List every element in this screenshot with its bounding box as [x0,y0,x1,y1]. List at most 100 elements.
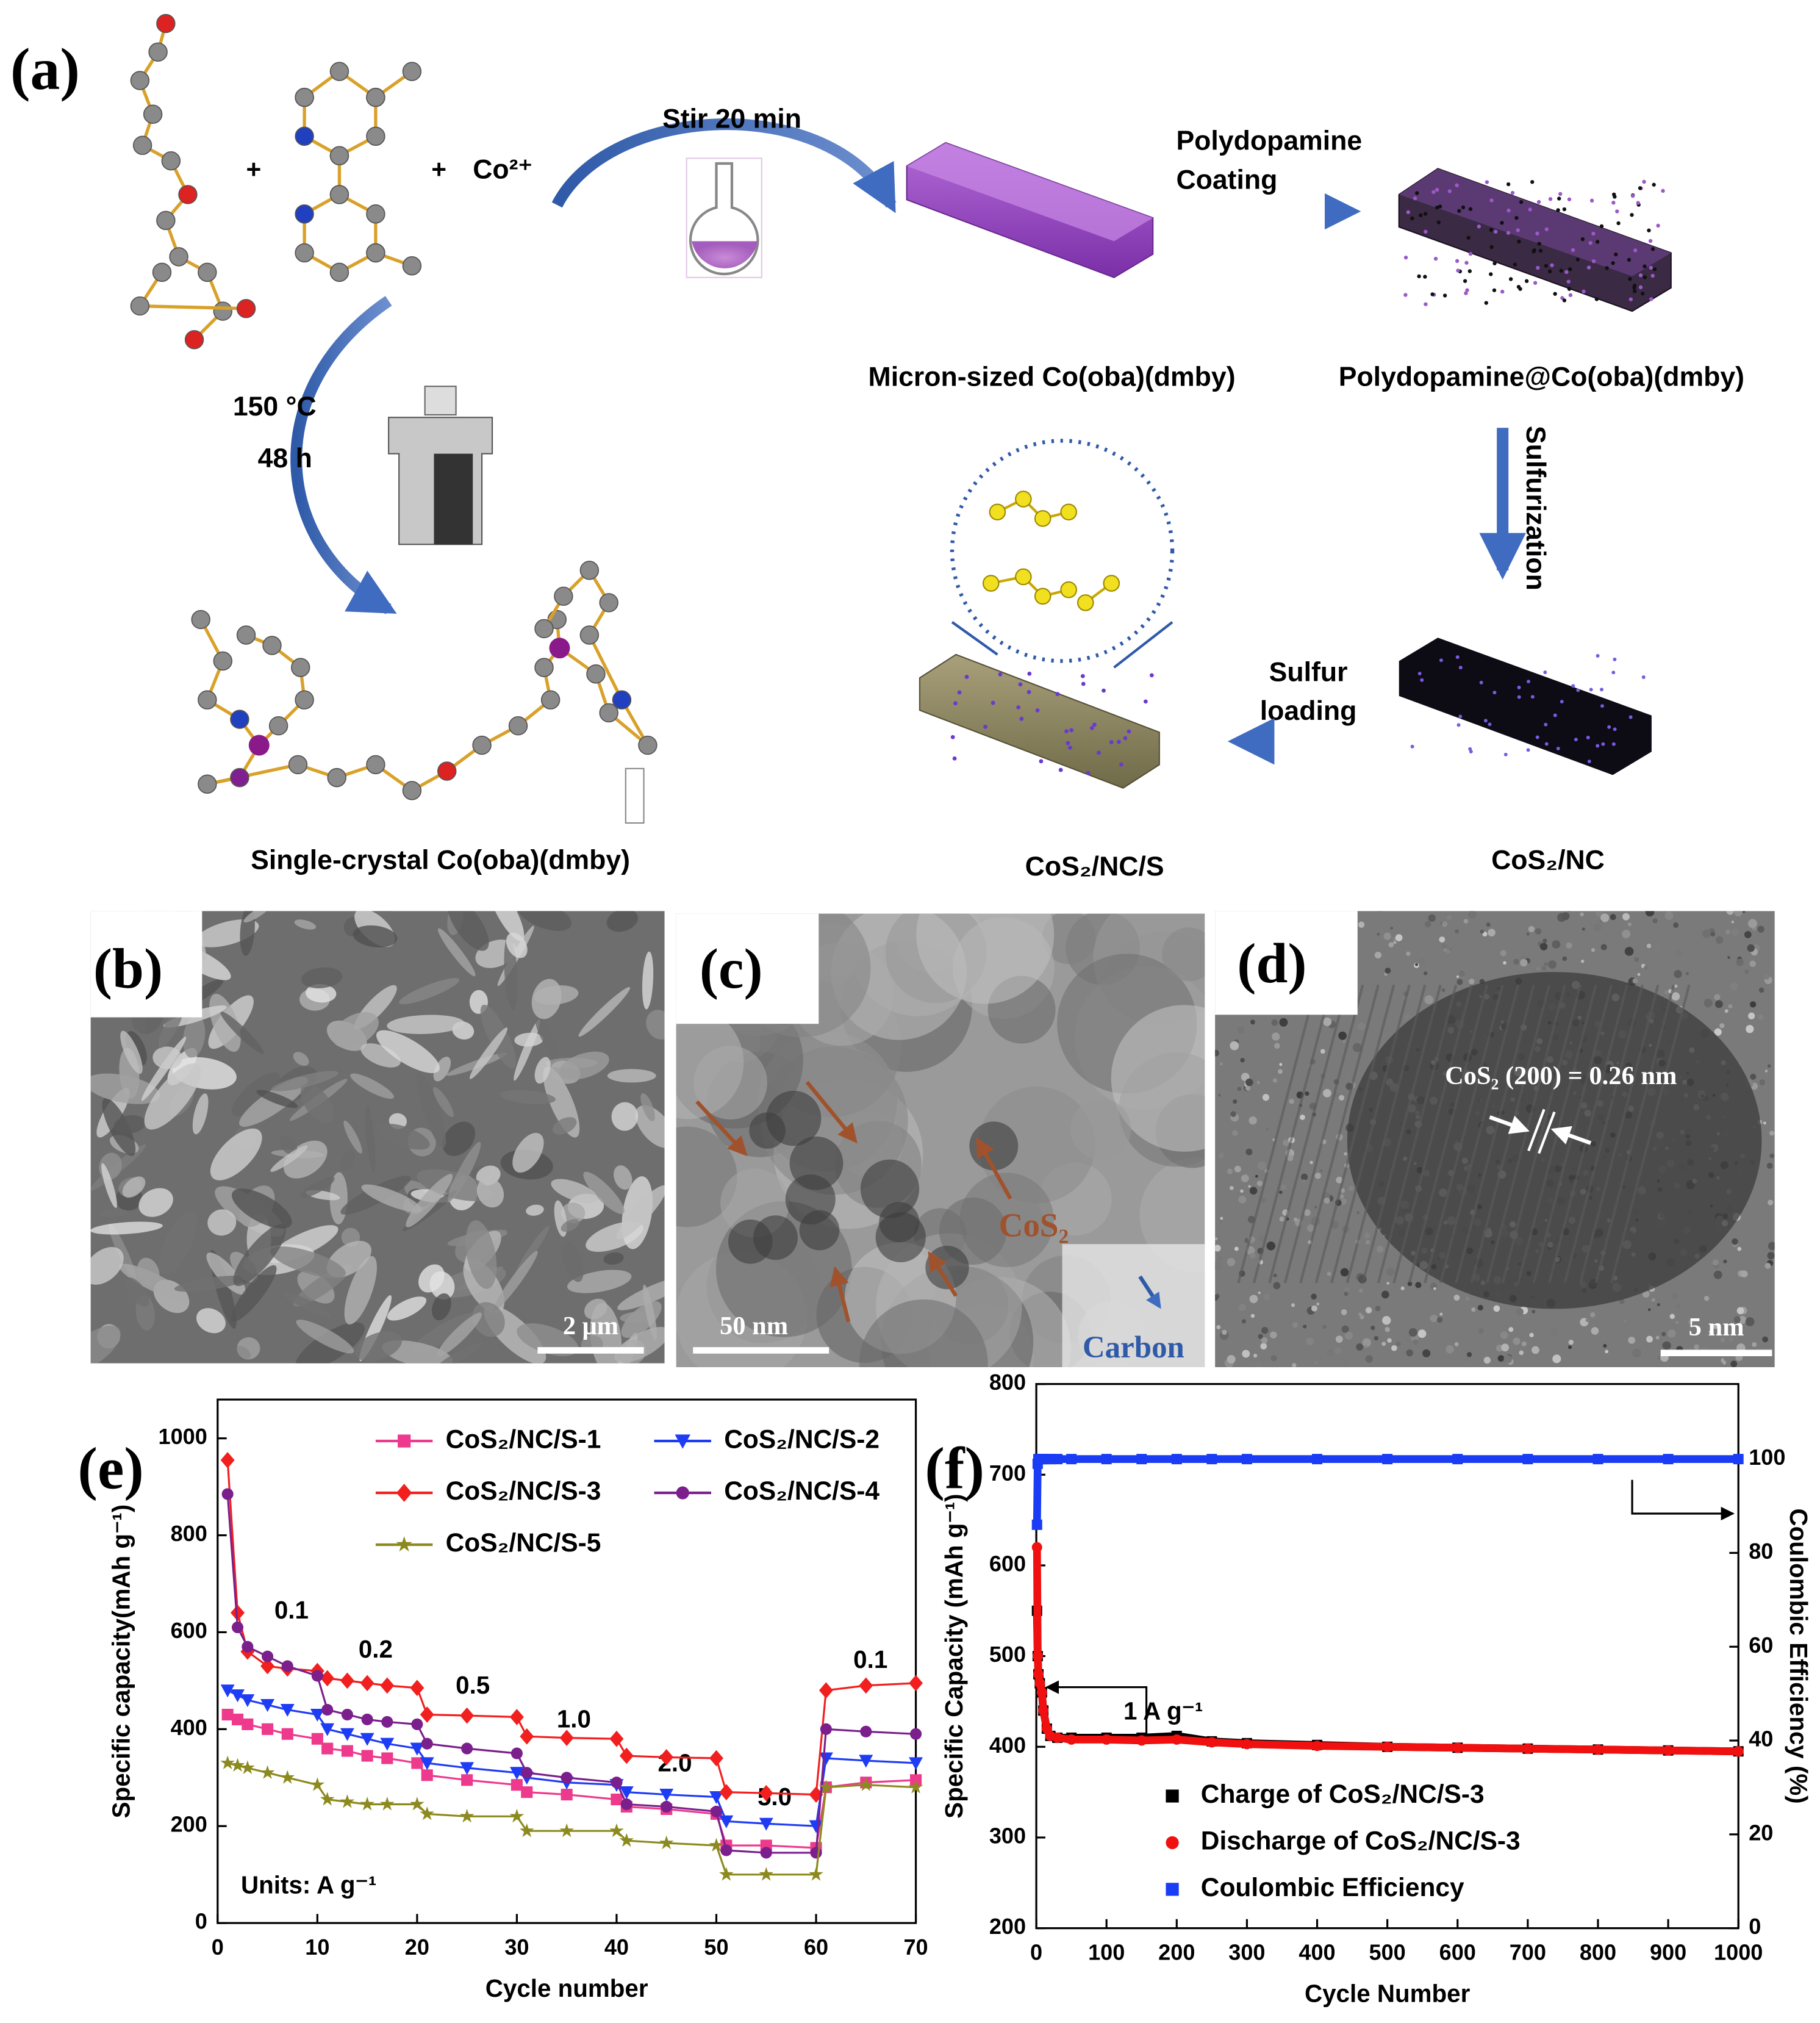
autoclave [424,386,457,416]
dot [1641,292,1645,296]
dot [1455,183,1459,187]
particle [469,1027,508,1079]
lattice-fringe [1532,984,1613,1284]
dot [1652,267,1657,271]
marker [281,1728,293,1740]
particle [603,1252,624,1265]
grain [1257,1161,1267,1171]
grain [1768,1241,1775,1251]
marker [262,1723,274,1735]
grain [1240,1189,1244,1193]
grain [1767,1064,1771,1068]
atom [508,716,528,736]
x-tick-label: 40 [604,1935,629,1960]
grain [1278,1190,1283,1195]
particle [617,1276,665,1310]
marker [609,1823,624,1838]
metal [248,735,270,756]
marker [860,1725,872,1737]
atom [329,185,349,204]
grain [1366,1308,1371,1313]
metal [549,638,570,659]
grain [1744,969,1749,974]
dot [1650,247,1655,251]
grain [1712,1259,1719,1266]
grain [1758,987,1764,993]
grain [1582,927,1585,931]
dot [1092,722,1097,727]
particle [616,1185,665,1240]
dot [1489,272,1493,276]
particle [514,1032,544,1047]
dot [1068,746,1072,750]
marker [561,1789,573,1801]
marker [380,1737,395,1751]
grain [1386,1267,1395,1276]
grain [1568,1339,1574,1345]
grain [1733,1316,1741,1323]
grain [1393,941,1397,944]
marker [360,1797,374,1811]
grain [1768,1199,1774,1206]
grain [1266,1127,1269,1131]
marker [509,1709,524,1725]
atom [236,299,256,318]
particle [859,1299,988,1367]
marker [520,1728,534,1745]
marker [1592,1454,1603,1465]
marker [1452,1742,1463,1753]
bond [542,567,650,747]
particle [210,1128,262,1180]
dot [1468,207,1473,211]
marker [1052,1732,1063,1743]
x-tick-label: 20 [405,1935,429,1960]
grain [1336,1176,1343,1184]
marker [820,1723,832,1735]
dot [1628,277,1632,281]
particle [1111,1005,1205,1152]
series-line [227,1714,916,1849]
grain [1341,1309,1347,1315]
atom [366,204,385,224]
grain [1250,1019,1255,1025]
grain [1657,1303,1660,1307]
grain [1423,971,1428,976]
grain [1483,1356,1491,1364]
marker [1034,1678,1045,1689]
particle [354,1331,403,1362]
grain [1552,940,1561,949]
dot [1456,723,1461,727]
series-line [1033,1455,1739,1525]
grain [1327,1271,1331,1276]
annotation: 0.1 [274,1596,309,1624]
particle [448,1141,481,1202]
grain [1316,1303,1320,1306]
grain [1466,1352,1472,1357]
grain [1314,1173,1321,1179]
grain [1320,1169,1323,1173]
marker [1312,1454,1323,1465]
particle [113,1115,146,1134]
grain [1667,1329,1676,1338]
dot [1119,762,1123,767]
grain [1256,1080,1260,1085]
dot [1544,227,1549,231]
mof-crystal-top [906,142,1153,242]
particle [271,1071,339,1091]
grain [1323,1017,1332,1026]
marker [1052,1454,1063,1465]
particle [270,1145,308,1172]
annotation: 1 A g⁻¹ [1123,1697,1203,1725]
grain [1664,990,1669,994]
marker [661,1800,673,1813]
dot [1575,257,1580,262]
grain [1645,911,1655,917]
particle [350,1073,394,1099]
lattice-fringe [1345,984,1427,1284]
grain [1237,1087,1242,1091]
marker [398,1434,411,1448]
grain [1413,1339,1419,1345]
dot [1123,736,1128,741]
grain [1532,1310,1536,1313]
dot [1628,297,1633,301]
